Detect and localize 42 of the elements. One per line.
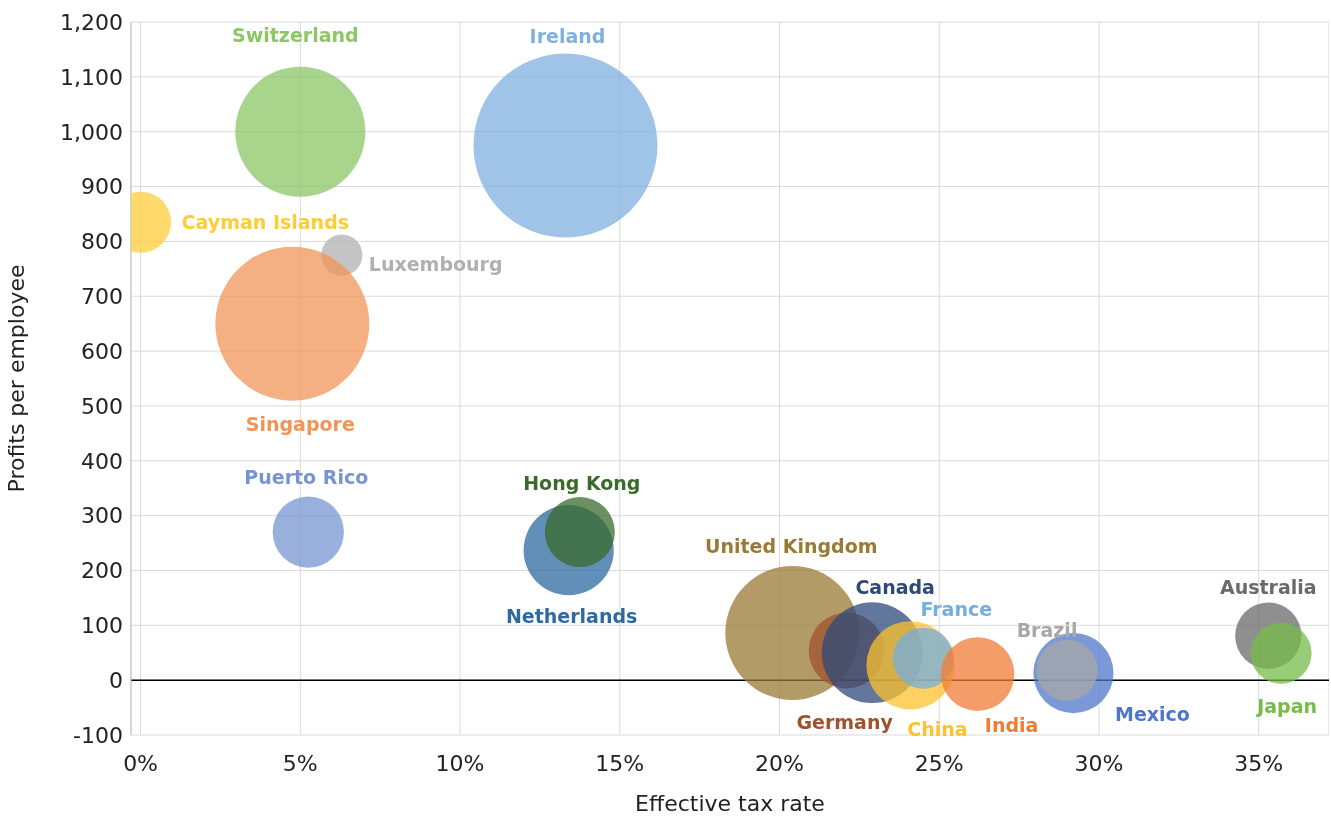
x-tick-label: 25%: [914, 750, 964, 776]
series-label: Puerto Rico: [244, 465, 369, 488]
x-tick-label: 30%: [1074, 750, 1124, 776]
series-label: India: [984, 713, 1039, 736]
y-tick-label: 400: [81, 448, 123, 474]
series-label: France: [920, 597, 993, 620]
y-tick-label: 500: [81, 393, 123, 419]
y-tick-label: 300: [81, 503, 123, 529]
y-tick-label: -100: [73, 722, 123, 748]
series-label: Japan: [1255, 694, 1317, 717]
y-tick-label: 800: [81, 229, 123, 255]
y-tick-label: 200: [81, 558, 123, 584]
series-label: Mexico: [1114, 702, 1190, 725]
series-label: Ireland: [529, 25, 606, 48]
y-tick-label: 100: [81, 613, 123, 639]
x-tick-label: 0%: [123, 750, 159, 776]
y-tick-label: 1,100: [60, 64, 123, 90]
series-label: Luxembourg: [368, 252, 503, 275]
series-label: Australia: [1219, 576, 1317, 599]
y-tick-label: 900: [81, 174, 123, 200]
series-label: China: [907, 718, 968, 740]
series-label: Switzerland: [232, 24, 359, 47]
y-axis-title: Profits per employee: [3, 264, 29, 493]
series-label: Singapore: [245, 413, 355, 436]
series-label: Cayman Islands: [181, 210, 350, 233]
series-label: Germany: [796, 711, 894, 734]
y-tick-label: 1,200: [60, 9, 123, 35]
series-label: Hong Kong: [523, 471, 641, 494]
y-tick-label: 0: [109, 667, 123, 693]
y-tick-label: 600: [81, 338, 123, 364]
series-label: United Kingdom: [705, 534, 878, 557]
series-label: Canada: [855, 576, 935, 599]
x-tick-label: 35%: [1234, 750, 1284, 776]
x-tick-label: 15%: [595, 750, 645, 776]
x-tick-label: 10%: [435, 750, 485, 776]
series-label: Brazil: [1016, 618, 1078, 641]
y-tick-label: 1,000: [60, 119, 123, 145]
x-axis-title: Effective tax rate: [635, 791, 825, 816]
y-tick-label: 700: [81, 284, 123, 310]
series-label: Netherlands: [505, 604, 638, 627]
x-tick-label: 5%: [282, 750, 318, 776]
x-tick-label: 20%: [755, 750, 804, 776]
